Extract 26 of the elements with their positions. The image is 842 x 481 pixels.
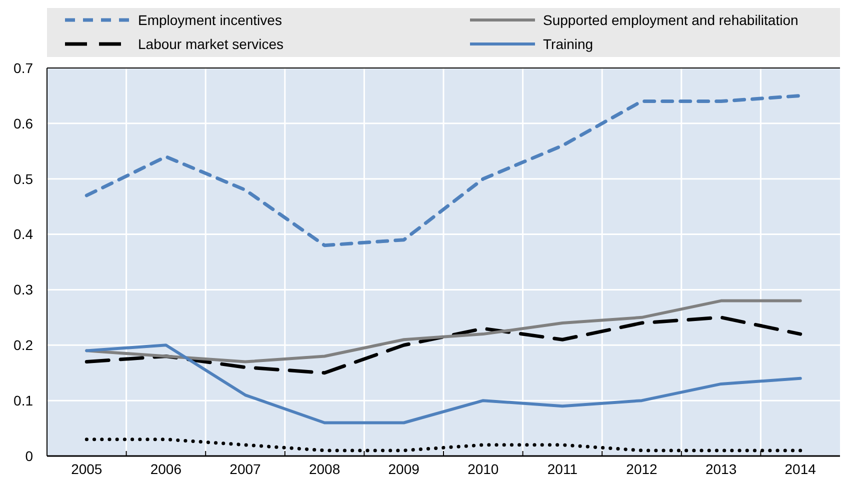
x-tick-label: 2012 (626, 461, 658, 477)
y-tick-label: 0.6 (14, 115, 34, 132)
x-tick-label: 2006 (150, 461, 182, 477)
legend-label: Employment incentives (138, 12, 282, 28)
x-tick-label: 2005 (71, 461, 102, 477)
y-tick-label: 0.1 (14, 392, 34, 408)
y-tick-label: 0.3 (14, 282, 34, 298)
line-series (85, 299, 802, 364)
line-series (84, 94, 802, 248)
x-tick-label: 2010 (468, 461, 499, 477)
x-tick-label: 2014 (784, 461, 816, 477)
line-series (85, 344, 802, 424)
legend-label: Supported employment and rehabilitation (543, 12, 798, 28)
y-tick-label: 0.4 (14, 226, 34, 242)
x-tick-label: 2007 (230, 461, 262, 477)
y-tick-label: 0 (25, 448, 34, 464)
x-tick-label: 2008 (308, 461, 340, 477)
line-series (84, 316, 802, 375)
x-tick-label: 2009 (388, 461, 420, 477)
x-tick-label: 2011 (547, 461, 578, 477)
x-tick-label: 2013 (705, 461, 737, 477)
legend-label: Training (543, 36, 594, 52)
y-tick-label: 0.7 (14, 60, 34, 76)
y-tick-label: 0.2 (14, 337, 34, 354)
y-tick-label: 0.5 (14, 170, 34, 187)
legend-label: Labour market services (138, 36, 284, 52)
